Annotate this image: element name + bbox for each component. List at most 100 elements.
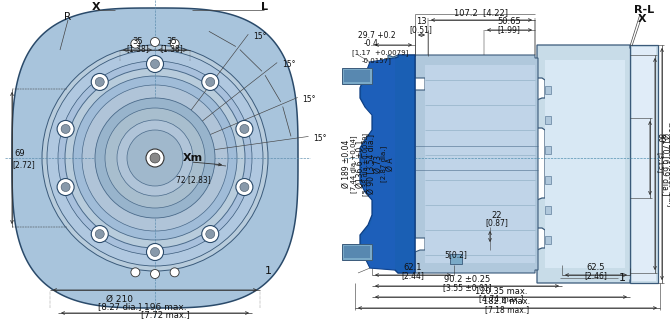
Text: 29.7 +0.2: 29.7 +0.2 bbox=[358, 31, 395, 41]
Circle shape bbox=[151, 248, 159, 257]
Polygon shape bbox=[388, 55, 415, 273]
Text: [2.46]: [2.46] bbox=[584, 271, 608, 280]
Circle shape bbox=[91, 73, 109, 90]
Bar bbox=[425, 65, 535, 263]
Text: Xm: Xm bbox=[183, 153, 203, 163]
Bar bbox=[545, 60, 625, 268]
Text: 1: 1 bbox=[618, 273, 626, 283]
Text: 120.35 max.: 120.35 max. bbox=[475, 286, 527, 295]
Text: [3.55 ±0.01]: [3.55 ±0.01] bbox=[443, 283, 491, 292]
Circle shape bbox=[57, 121, 74, 137]
Text: Ø 210: Ø 210 bbox=[107, 294, 133, 304]
Circle shape bbox=[147, 56, 163, 72]
Circle shape bbox=[150, 153, 160, 163]
Circle shape bbox=[202, 73, 218, 90]
Text: [1.38]: [1.38] bbox=[127, 45, 149, 54]
Text: Ø 189 ±0.04: Ø 189 ±0.04 bbox=[342, 140, 350, 188]
Text: [2.44]: [2.44] bbox=[401, 271, 424, 280]
Bar bbox=[344, 246, 370, 258]
Text: 72 [2.83]: 72 [2.83] bbox=[176, 176, 210, 185]
Text: -0.4: -0.4 bbox=[364, 40, 379, 49]
Polygon shape bbox=[362, 58, 395, 270]
Circle shape bbox=[127, 130, 183, 186]
Text: [2.87 dia.]: [2.87 dia.] bbox=[381, 146, 387, 182]
Text: [3.15]: [3.15] bbox=[656, 152, 663, 174]
Circle shape bbox=[131, 39, 140, 48]
Circle shape bbox=[202, 225, 218, 243]
Circle shape bbox=[95, 98, 215, 218]
Text: [8.27 dia.]: [8.27 dia.] bbox=[98, 303, 141, 312]
Bar bbox=[545, 206, 551, 214]
Circle shape bbox=[47, 50, 263, 266]
Text: [1.38]: [1.38] bbox=[161, 45, 184, 54]
Circle shape bbox=[170, 268, 179, 277]
Circle shape bbox=[57, 179, 74, 196]
Text: 15°: 15° bbox=[314, 134, 327, 143]
Text: [5.38 dia.±0.0039]: [5.38 dia.±0.0039] bbox=[362, 132, 369, 196]
Bar bbox=[545, 146, 551, 154]
Text: Ø 90 [3.54 dia.]: Ø 90 [3.54 dia.] bbox=[368, 134, 377, 194]
Text: Ø170 [6.69 dia.]: Ø170 [6.69 dia.] bbox=[660, 133, 669, 195]
Text: 182.4 max.: 182.4 max. bbox=[483, 297, 531, 307]
Circle shape bbox=[170, 39, 179, 48]
Text: Ø A: Ø A bbox=[385, 157, 395, 171]
Text: [0.87]: [0.87] bbox=[486, 218, 509, 227]
Bar bbox=[545, 236, 551, 244]
Text: 50.65: 50.65 bbox=[497, 17, 521, 26]
Text: 15°: 15° bbox=[253, 32, 267, 41]
Text: X: X bbox=[638, 14, 647, 24]
Circle shape bbox=[91, 225, 109, 243]
Circle shape bbox=[95, 77, 105, 86]
Polygon shape bbox=[12, 8, 298, 308]
Text: R-L: R-L bbox=[634, 5, 654, 15]
Bar bbox=[344, 70, 370, 82]
Circle shape bbox=[65, 68, 245, 248]
Bar bbox=[630, 45, 658, 283]
Text: [7.44 dia.+0.04]: [7.44 dia.+0.04] bbox=[350, 135, 357, 193]
Circle shape bbox=[73, 76, 237, 240]
Text: 62.1: 62.1 bbox=[404, 264, 422, 272]
Text: 107.2  [4.22]: 107.2 [4.22] bbox=[454, 8, 508, 17]
Text: Ø 73: Ø 73 bbox=[373, 155, 383, 173]
Polygon shape bbox=[360, 55, 415, 273]
Polygon shape bbox=[415, 55, 538, 273]
Circle shape bbox=[61, 124, 70, 133]
Text: 15°: 15° bbox=[303, 95, 316, 104]
Text: [1.99]: [1.99] bbox=[498, 25, 521, 35]
Text: 62.5: 62.5 bbox=[587, 264, 605, 272]
Circle shape bbox=[151, 60, 159, 68]
Text: 80: 80 bbox=[656, 133, 665, 143]
Text: -0.0157]: -0.0157] bbox=[362, 58, 392, 64]
Circle shape bbox=[105, 108, 205, 208]
Text: 1: 1 bbox=[265, 266, 271, 276]
Text: 13: 13 bbox=[415, 17, 426, 26]
Bar bbox=[545, 86, 551, 94]
Text: 69: 69 bbox=[14, 148, 25, 157]
Text: 15°: 15° bbox=[282, 60, 295, 69]
Text: [1.17  +0.0079]: [1.17 +0.0079] bbox=[352, 50, 409, 56]
Circle shape bbox=[58, 61, 252, 255]
Text: X: X bbox=[92, 2, 100, 12]
Bar bbox=[632, 47, 656, 281]
Text: L: L bbox=[261, 2, 267, 12]
Text: [7.18 max.]: [7.18 max.] bbox=[485, 306, 529, 315]
Text: 196 max.: 196 max. bbox=[143, 303, 186, 312]
Text: Ø179.925  [7.0837 dia.]: Ø179.925 [7.0837 dia.] bbox=[667, 122, 670, 206]
Circle shape bbox=[240, 124, 249, 133]
Text: 35: 35 bbox=[167, 37, 178, 46]
Circle shape bbox=[206, 229, 215, 239]
Text: R: R bbox=[64, 12, 72, 22]
Bar bbox=[545, 116, 551, 124]
Polygon shape bbox=[537, 45, 635, 283]
Text: [7.72 max.]: [7.72 max.] bbox=[141, 311, 190, 320]
Text: 22: 22 bbox=[492, 210, 502, 219]
Circle shape bbox=[147, 244, 163, 261]
Bar bbox=[342, 244, 372, 260]
Circle shape bbox=[82, 85, 228, 231]
Circle shape bbox=[42, 45, 268, 271]
Circle shape bbox=[151, 269, 159, 278]
Bar bbox=[342, 68, 372, 84]
Text: 90.2 ±0.25: 90.2 ±0.25 bbox=[444, 275, 490, 284]
Circle shape bbox=[131, 268, 140, 277]
Circle shape bbox=[151, 38, 159, 47]
